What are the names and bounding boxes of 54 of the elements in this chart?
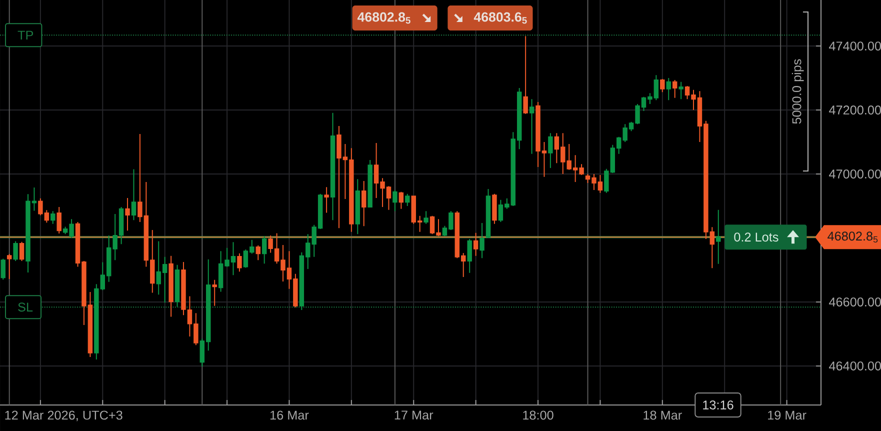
- candlestick: [256, 244, 260, 261]
- candlestick: [405, 193, 410, 207]
- candlestick: [548, 132, 553, 168]
- candlestick: [424, 210, 428, 224]
- ref-line-label: 46802.8$_{5}$: [828, 232, 878, 243]
- candlestick: [392, 190, 398, 212]
- y-tick-label: 46400.00: [829, 361, 881, 370]
- ref-line-label: 0.2 Lots: [734, 232, 778, 242]
- candlestick: [56, 206, 62, 234]
- y-tick-label: 47400.00: [829, 42, 881, 51]
- candlestick: [212, 279, 217, 306]
- candlestick: [262, 236, 267, 264]
- annotation: 46803.6$_{5}$: [474, 12, 527, 24]
- candlestick: [361, 180, 366, 227]
- x-tick-label: 18 Mar: [644, 410, 682, 420]
- x-tick-label: 19 Mar: [768, 410, 806, 420]
- x-tick-label: 18:00: [523, 410, 554, 420]
- x-tick-label: 16 Mar: [270, 410, 309, 420]
- candlestick: [13, 240, 18, 262]
- candlestick: [672, 79, 678, 98]
- candlestick: [398, 191, 404, 210]
- candlestick: [324, 186, 329, 214]
- candlestick: [125, 198, 130, 232]
- candlestick: [716, 209, 721, 264]
- candlestick: [678, 81, 684, 100]
- candlestick: [486, 188, 491, 238]
- candlestick: [492, 193, 497, 224]
- x-axis-title: 12 Mar 2026, UTC+3: [5, 410, 122, 422]
- candlestick: [0, 258, 6, 280]
- annotation: 13:16: [703, 400, 734, 410]
- y-tick-label: 46600.00: [829, 297, 881, 306]
- candlestick: [168, 255, 174, 318]
- candlestick: [237, 252, 242, 272]
- candlestick: [660, 78, 665, 93]
- y-tick-label: 47200.00: [829, 106, 881, 115]
- candlestick: [368, 159, 372, 208]
- ref-line-label: SL: [18, 302, 33, 312]
- ref-line-label: TP: [18, 30, 34, 40]
- annotation: 46802.8$_{5}$: [357, 12, 410, 24]
- candlestick: [174, 264, 180, 308]
- candlestick: [529, 98, 534, 154]
- candlestick: [330, 112, 336, 221]
- annotation: 5000.0 pips: [792, 59, 804, 124]
- y-tick-label: 47000.00: [829, 170, 881, 179]
- candlestick: [355, 178, 360, 235]
- candlestick: [6, 253, 12, 280]
- candlestick: [666, 78, 671, 101]
- x-tick-label: 17 Mar: [394, 410, 434, 420]
- candlestick: [523, 36, 528, 114]
- candlestick: [467, 238, 472, 274]
- candlestick: [50, 210, 56, 224]
- candlestick: [131, 168, 136, 221]
- candlestick: [19, 241, 24, 262]
- candlestick: [480, 222, 484, 259]
